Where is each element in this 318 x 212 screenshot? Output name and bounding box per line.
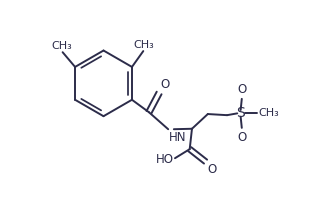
- Text: S: S: [236, 106, 245, 120]
- Text: CH₃: CH₃: [258, 108, 279, 118]
- Text: CH₃: CH₃: [51, 41, 72, 51]
- Text: O: O: [160, 78, 169, 91]
- Text: HN: HN: [169, 131, 186, 144]
- Text: O: O: [237, 83, 246, 96]
- Text: HO: HO: [156, 153, 174, 166]
- Text: CH₃: CH₃: [133, 40, 154, 50]
- Text: O: O: [207, 163, 217, 176]
- Text: O: O: [237, 131, 246, 144]
